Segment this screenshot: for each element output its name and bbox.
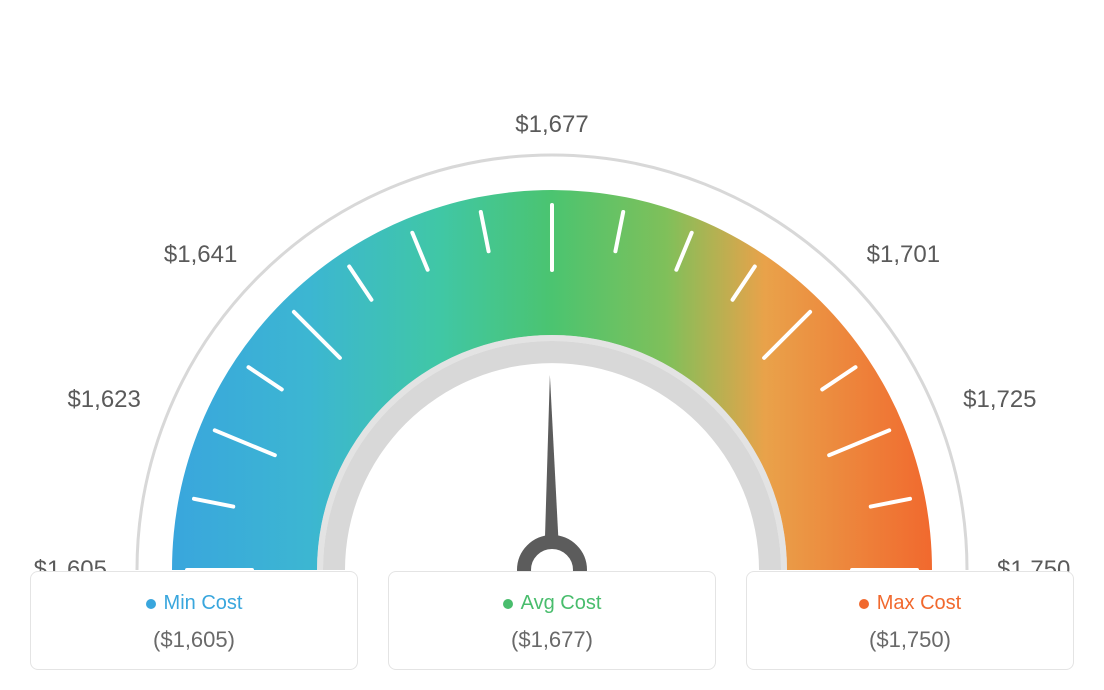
avg-cost-title: Avg Cost [503, 592, 602, 615]
gauge-tick-label: $1,623 [61, 386, 141, 414]
min-cost-title-text: Min Cost [164, 592, 243, 615]
dot-icon [859, 599, 869, 609]
avg-cost-title-text: Avg Cost [521, 592, 602, 615]
gauge-tick-label: $1,701 [867, 241, 940, 269]
gauge-tick-label: $1,725 [963, 386, 1036, 414]
gauge-tick-label: $1,641 [157, 241, 237, 269]
min-cost-value: ($1,605) [47, 627, 341, 653]
max-cost-title: Max Cost [859, 592, 961, 615]
min-cost-title: Min Cost [146, 592, 243, 615]
avg-cost-card: Avg Cost ($1,677) [388, 571, 716, 670]
dot-icon [503, 599, 513, 609]
max-cost-value: ($1,750) [763, 627, 1057, 653]
summary-cards: Min Cost ($1,605) Avg Cost ($1,677) Max … [30, 571, 1074, 670]
min-cost-card: Min Cost ($1,605) [30, 571, 358, 670]
gauge-tick-label: $1,677 [512, 111, 592, 139]
gauge-chart: $1,605$1,623$1,641$1,677$1,701$1,725$1,7… [0, 0, 1104, 560]
max-cost-title-text: Max Cost [877, 592, 961, 615]
max-cost-card: Max Cost ($1,750) [746, 571, 1074, 670]
avg-cost-value: ($1,677) [405, 627, 699, 653]
dot-icon [146, 599, 156, 609]
